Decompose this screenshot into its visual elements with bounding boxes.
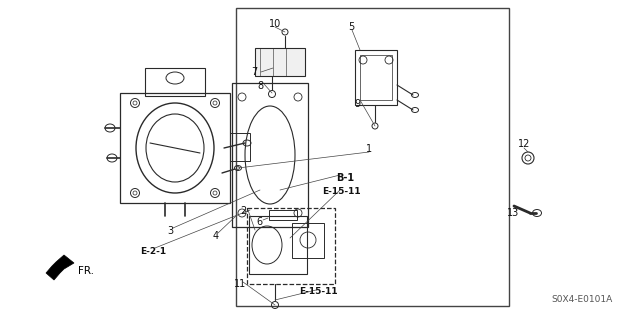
Bar — [292, 223, 324, 258]
Text: 7: 7 — [251, 67, 257, 77]
Bar — [355, 50, 397, 105]
Text: 12: 12 — [518, 139, 530, 149]
Text: E-2-1: E-2-1 — [140, 248, 166, 256]
Text: 10: 10 — [269, 19, 281, 29]
Text: 5: 5 — [348, 22, 354, 32]
Text: 9: 9 — [354, 99, 360, 109]
Bar — [360, 55, 392, 100]
Bar — [232, 83, 308, 227]
Text: 2: 2 — [240, 206, 246, 216]
Text: FR.: FR. — [78, 266, 94, 276]
Text: 11: 11 — [234, 279, 246, 289]
Text: 4: 4 — [213, 231, 219, 241]
Bar — [247, 208, 335, 284]
Text: 6: 6 — [256, 217, 262, 227]
Text: 3: 3 — [167, 226, 173, 236]
Text: 13: 13 — [507, 208, 519, 218]
Polygon shape — [46, 255, 74, 280]
Text: 8: 8 — [257, 81, 263, 91]
Bar — [145, 68, 205, 96]
Text: E-15-11: E-15-11 — [322, 188, 360, 197]
Bar — [120, 93, 230, 203]
Text: B-1: B-1 — [336, 173, 354, 183]
Text: S0X4-E0101A: S0X4-E0101A — [552, 295, 612, 305]
Bar — [269, 210, 297, 220]
Bar — [230, 133, 250, 161]
Bar — [249, 216, 307, 274]
Bar — [236, 8, 509, 306]
Text: E-15-11: E-15-11 — [299, 287, 337, 296]
Bar — [255, 48, 305, 76]
Text: 1: 1 — [366, 144, 372, 154]
